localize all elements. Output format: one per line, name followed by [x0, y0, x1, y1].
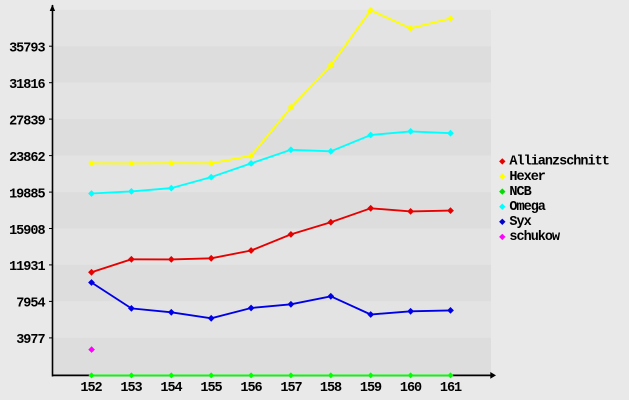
svg-text:19885: 19885 — [9, 187, 45, 202]
svg-text:27839: 27839 — [9, 114, 45, 129]
svg-text:NCB: NCB — [509, 185, 531, 200]
svg-text:31816: 31816 — [9, 78, 45, 93]
svg-text:15908: 15908 — [9, 224, 45, 239]
svg-text:Hexer: Hexer — [509, 170, 545, 185]
svg-text:154: 154 — [160, 381, 182, 396]
svg-text:7954: 7954 — [16, 297, 45, 312]
svg-text:160: 160 — [400, 381, 422, 396]
svg-text:35793: 35793 — [9, 42, 45, 57]
svg-text:schukow: schukow — [509, 230, 561, 245]
svg-text:Omega: Omega — [509, 200, 545, 215]
svg-text:23862: 23862 — [9, 151, 45, 166]
svg-text:155: 155 — [200, 381, 222, 396]
svg-text:Allianzschnitt: Allianzschnitt — [509, 155, 608, 170]
svg-text:159: 159 — [360, 381, 382, 396]
svg-text:11931: 11931 — [9, 260, 45, 275]
svg-text:Syx: Syx — [509, 215, 531, 230]
svg-text:161: 161 — [440, 381, 462, 396]
svg-text:153: 153 — [120, 381, 142, 396]
svg-text:158: 158 — [320, 381, 342, 396]
svg-text:3977: 3977 — [16, 333, 45, 348]
svg-text:157: 157 — [280, 381, 302, 396]
svg-text:152: 152 — [80, 381, 102, 396]
svg-text:156: 156 — [240, 381, 262, 396]
